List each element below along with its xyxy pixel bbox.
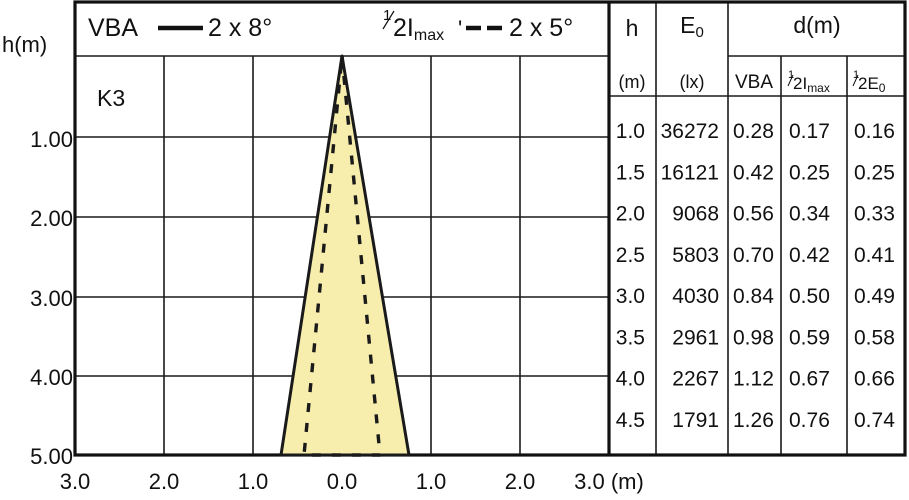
svg-text:h(m): h(m) (2, 32, 47, 57)
svg-text:2.0: 2.0 (505, 469, 536, 494)
svg-text:K3: K3 (97, 85, 125, 111)
svg-text:16121: 16121 (661, 161, 719, 184)
svg-text:2961: 2961 (672, 326, 719, 349)
svg-text:0.76: 0.76 (789, 409, 830, 432)
svg-text:VBA: VBA (88, 14, 138, 42)
svg-text:1.5: 1.5 (616, 161, 645, 184)
svg-text:3.0: 3.0 (616, 285, 645, 308)
svg-text:5.00: 5.00 (30, 444, 73, 469)
svg-text:1791: 1791 (672, 409, 719, 432)
svg-text:2 x 8°: 2 x 8° (208, 14, 272, 42)
svg-text:0.25: 0.25 (854, 161, 895, 184)
svg-text:(m): (m) (619, 72, 646, 92)
svg-text:2 x 5°: 2 x 5° (509, 14, 573, 42)
svg-text:1.00: 1.00 (30, 127, 73, 152)
svg-text:0.74: 0.74 (854, 409, 895, 432)
svg-text:1.0: 1.0 (416, 469, 447, 494)
svg-text:': ' (458, 16, 462, 41)
svg-text:E0: E0 (680, 12, 704, 41)
svg-text:0.49: 0.49 (854, 285, 895, 308)
svg-text:0.67: 0.67 (789, 368, 830, 391)
svg-text:VBA: VBA (735, 72, 773, 93)
svg-text:9068: 9068 (672, 203, 719, 226)
svg-text:(lx): (lx) (680, 72, 705, 92)
svg-text:d(m): d(m) (793, 12, 840, 38)
svg-text:4.5: 4.5 (616, 409, 645, 432)
svg-text:1.0: 1.0 (238, 469, 269, 494)
svg-text:0.33: 0.33 (854, 203, 895, 226)
svg-text:0.17: 0.17 (789, 120, 830, 143)
svg-text:0.84: 0.84 (733, 285, 774, 308)
svg-text:1.12: 1.12 (733, 368, 774, 391)
svg-text:4030: 4030 (672, 285, 719, 308)
svg-text:5803: 5803 (672, 244, 719, 267)
svg-text:0.16: 0.16 (854, 120, 895, 143)
svg-text:0.58: 0.58 (854, 326, 895, 349)
svg-text:2Imax: 2Imax (793, 74, 830, 95)
svg-text:2.0: 2.0 (149, 469, 180, 494)
svg-text:1.26: 1.26 (733, 409, 774, 432)
svg-text:4.00: 4.00 (30, 365, 73, 390)
svg-text:0.42: 0.42 (789, 244, 830, 267)
svg-text:4.0: 4.0 (616, 368, 645, 391)
svg-text:h: h (626, 15, 639, 41)
svg-text:0.28: 0.28 (733, 120, 774, 143)
svg-text:0.41: 0.41 (854, 244, 895, 267)
svg-text:0.70: 0.70 (733, 244, 774, 267)
svg-text:2.5: 2.5 (616, 244, 645, 267)
svg-text:36272: 36272 (661, 120, 719, 143)
svg-text:0.98: 0.98 (733, 326, 774, 349)
svg-text:1.0: 1.0 (616, 120, 645, 143)
svg-text:3.5: 3.5 (616, 326, 645, 349)
svg-text:2.00: 2.00 (30, 206, 73, 231)
svg-text:0.56: 0.56 (733, 203, 774, 226)
svg-text:0.0: 0.0 (327, 469, 358, 494)
svg-text:2267: 2267 (672, 368, 719, 391)
svg-text:0.59: 0.59 (789, 326, 830, 349)
svg-text:2Imax: 2Imax (393, 14, 444, 44)
svg-text:0.34: 0.34 (789, 203, 830, 226)
svg-text:2.0: 2.0 (616, 203, 645, 226)
svg-text:0.66: 0.66 (854, 368, 895, 391)
svg-text:0.50: 0.50 (789, 285, 830, 308)
svg-text:3.0: 3.0 (60, 469, 91, 494)
svg-text:0.25: 0.25 (789, 161, 830, 184)
svg-text:3.0 (m): 3.0 (m) (574, 469, 644, 494)
svg-text:3.00: 3.00 (30, 286, 73, 311)
svg-text:0.42: 0.42 (733, 161, 774, 184)
svg-text:2E0: 2E0 (858, 74, 886, 95)
